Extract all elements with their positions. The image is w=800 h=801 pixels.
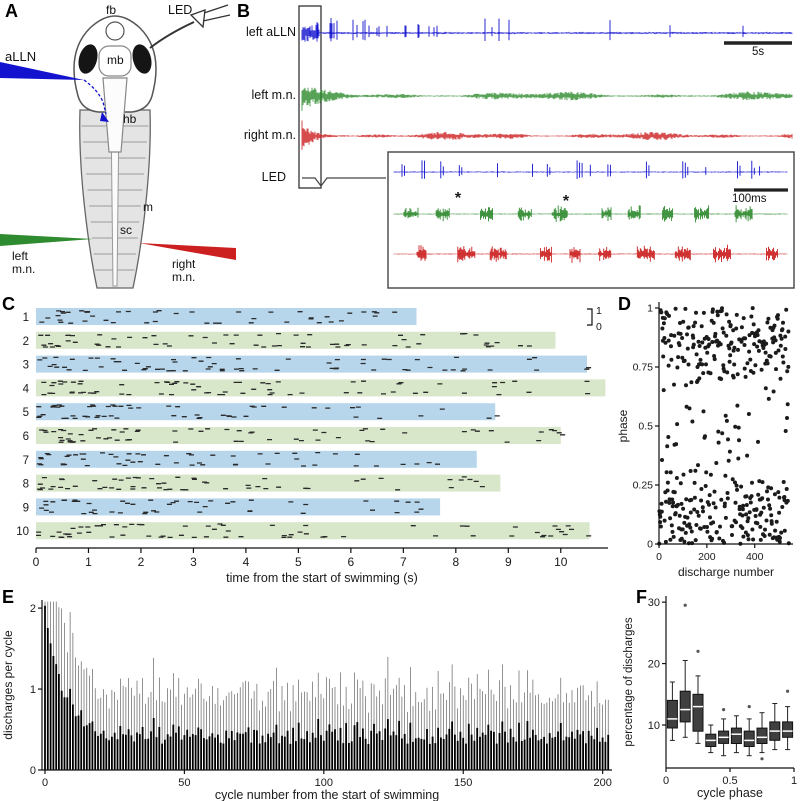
- svg-text:5: 5: [295, 555, 302, 569]
- svg-text:0: 0: [42, 777, 48, 789]
- svg-text:1: 1: [23, 312, 29, 324]
- svg-text:400: 400: [746, 551, 764, 563]
- svg-text:0: 0: [656, 551, 662, 563]
- led-label-schematic: LED: [168, 3, 193, 17]
- svg-text:*: *: [455, 190, 462, 207]
- svg-text:10: 10: [16, 526, 29, 538]
- forebrain: [105, 21, 125, 41]
- svg-text:phase: phase: [616, 409, 630, 442]
- midbrain: [98, 45, 132, 77]
- svg-text:8: 8: [23, 479, 29, 491]
- spinal-cord-label: sc: [120, 223, 132, 237]
- panel-d-scatter-plot: 0 0.25 0.5 0.75 1 0 200 400 discharge number phas…: [616, 302, 793, 579]
- forebrain-label: fb: [106, 3, 117, 17]
- svg-text:0.5: 0.5: [722, 775, 737, 787]
- svg-text:10: 10: [648, 720, 660, 732]
- svg-text:1: 1: [647, 303, 653, 315]
- panel-a-schematic: [0, 4, 236, 289]
- svg-text:50: 50: [178, 777, 190, 789]
- myotome-label: m: [143, 200, 153, 214]
- right-eye: [132, 44, 152, 74]
- svg-text:cycle number from the start of: cycle number from the start of swimming: [215, 788, 439, 801]
- svg-text:6: 6: [23, 431, 29, 443]
- svg-text:2: 2: [30, 603, 36, 615]
- svg-text:1: 1: [791, 775, 797, 787]
- panel-f-label: F: [636, 587, 647, 607]
- panel-a-label: A: [5, 1, 18, 21]
- trace-label-left-alln: left aLLN: [245, 25, 296, 39]
- left-mn-electrode: [0, 234, 93, 246]
- svg-text:7: 7: [23, 455, 29, 467]
- svg-text:5: 5: [23, 407, 29, 419]
- svg-text:0.5: 0.5: [638, 421, 653, 433]
- svg-text:150: 150: [454, 777, 472, 789]
- svg-text:4: 4: [23, 383, 30, 395]
- panel-e-label: E: [2, 587, 15, 607]
- svg-text:10: 10: [554, 555, 568, 569]
- trace-label-right-mn: right m.n.: [243, 128, 296, 142]
- svg-text:200: 200: [698, 551, 716, 563]
- led-leads: [202, 4, 231, 22]
- left-eye: [78, 44, 98, 74]
- panel-b-traces: * *: [298, 5, 795, 289]
- svg-text:0: 0: [647, 539, 653, 551]
- svg-text:0.25: 0.25: [633, 480, 654, 492]
- svg-text:0: 0: [596, 321, 602, 333]
- svg-text:discharge number: discharge number: [678, 565, 774, 579]
- led-body: [189, 9, 206, 29]
- svg-text:1: 1: [596, 305, 602, 317]
- panel-e-bar-chart: 0 1 2 0 50 100 150 200 cycle number from the sta…: [1, 600, 612, 801]
- svg-text:8: 8: [452, 555, 459, 569]
- svg-text:9: 9: [23, 502, 29, 514]
- alln-arrowhead: [100, 112, 109, 122]
- svg-text:time from the start of swimmin: time from the start of swimming (s): [226, 571, 418, 585]
- hindbrain-label: hb: [123, 112, 137, 126]
- svg-text:0.75: 0.75: [633, 362, 654, 374]
- svg-text:cycle phase: cycle phase: [697, 786, 763, 800]
- svg-text:1: 1: [85, 555, 92, 569]
- alln-electrode: [0, 62, 84, 80]
- panel-d-label: D: [618, 294, 631, 314]
- svg-text:0: 0: [33, 555, 40, 569]
- alln-label: aLLN: [5, 49, 37, 64]
- trace-label-left-mn: left m.n.: [251, 88, 296, 102]
- svg-text:200: 200: [593, 777, 611, 789]
- svg-text:percentage of discharges: percentage of discharges: [623, 617, 635, 746]
- svg-text:0: 0: [663, 775, 669, 787]
- scalebar-label-5s: 5s: [752, 46, 765, 58]
- left-mn-label-schematic: left m.n.: [12, 249, 36, 277]
- svg-text:30: 30: [648, 597, 660, 609]
- svg-text:20: 20: [648, 659, 660, 671]
- svg-text:100: 100: [315, 777, 333, 789]
- alln-nerve-path: [83, 79, 107, 115]
- svg-text:2: 2: [23, 336, 29, 348]
- svg-text:6: 6: [348, 555, 355, 569]
- svg-text:2: 2: [138, 555, 145, 569]
- scalebar-label-100ms: 100ms: [732, 193, 767, 205]
- panel-f-box-plot: 10 20 30 0 0.5 1 cycle phase percentage of disc…: [623, 596, 797, 800]
- svg-text:3: 3: [190, 555, 197, 569]
- svg-text:1: 1: [30, 684, 36, 696]
- svg-text:discharges per cycle: discharges per cycle: [1, 630, 15, 740]
- svg-text:0: 0: [30, 765, 36, 777]
- right-mn-electrode: [139, 243, 236, 260]
- svg-text:*: *: [563, 193, 570, 210]
- svg-text:9: 9: [505, 555, 512, 569]
- svg-text:4: 4: [243, 555, 250, 569]
- led-wire: [149, 21, 195, 49]
- panel-b-label: B: [237, 1, 250, 21]
- midbrain-label: mb: [107, 53, 124, 67]
- right-mn-label-schematic: right m.n.: [172, 257, 196, 285]
- svg-text:7: 7: [400, 555, 407, 569]
- trace-label-led: LED: [261, 170, 286, 184]
- panel-c-label: C: [2, 294, 15, 314]
- svg-text:3: 3: [23, 360, 29, 372]
- hindbrain: [102, 77, 128, 153]
